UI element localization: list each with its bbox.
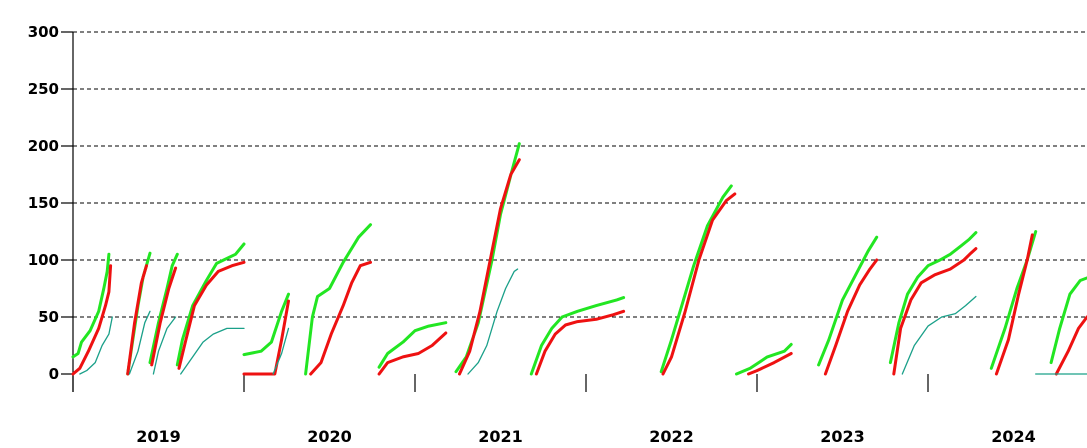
x-tick-label: 2023: [820, 427, 865, 446]
series-line-red: [994, 233, 1034, 376]
x-tick-label: 2020: [307, 427, 352, 446]
x-tick-label: 2024: [991, 427, 1036, 446]
y-tick-label: 0: [49, 365, 59, 383]
series-line-red: [71, 264, 113, 376]
series-line-green: [377, 321, 448, 369]
x-tick-label: 2021: [478, 427, 523, 446]
series-line-red: [823, 258, 879, 376]
series-line-red: [377, 331, 448, 376]
series-line-red: [747, 352, 793, 376]
x-tick-label: 2019: [136, 427, 181, 446]
grid-lines: [73, 31, 1087, 318]
y-tick-label: 200: [28, 137, 59, 155]
series-line-red: [150, 266, 178, 367]
series-line-green: [735, 342, 793, 376]
series-line-teal: [272, 327, 290, 375]
series-line-green: [304, 223, 372, 376]
series-line-teal: [901, 295, 977, 375]
y-tick-label: 300: [28, 23, 59, 41]
series-line-red: [661, 192, 737, 376]
series-line-teal: [152, 316, 177, 375]
series-line-green: [148, 252, 179, 365]
x-axis-ticks: 2019 2020 2021 2022 2023 2024: [72, 374, 1036, 446]
y-tick-label: 250: [28, 80, 59, 98]
series-line-red: [309, 260, 372, 376]
series-line-red: [1054, 315, 1087, 376]
series-line-green: [71, 252, 111, 359]
series-lines: [71, 142, 1087, 376]
series-line-green: [242, 292, 290, 357]
series-line-teal: [180, 327, 245, 375]
series-line-red: [458, 158, 521, 376]
series-line-green: [175, 242, 246, 367]
y-tick-label: 150: [28, 194, 59, 212]
series-line-red: [242, 299, 290, 376]
series-line-green: [1049, 276, 1087, 365]
y-tick-label: 50: [38, 308, 59, 326]
series-line-red: [534, 309, 626, 376]
y-axis-ticks: 0 50 100 150 200 250 300: [28, 23, 73, 383]
series-line-green: [529, 296, 626, 376]
series-line-green: [817, 235, 879, 367]
x-tick-label: 2022: [649, 427, 694, 446]
series-line-red: [892, 247, 978, 376]
series-line-red: [126, 264, 148, 376]
series-line-teal: [128, 310, 151, 375]
y-tick-label: 100: [28, 251, 59, 269]
series-line-teal: [79, 316, 113, 375]
series-line-green: [888, 231, 978, 365]
series-line-green: [659, 184, 733, 374]
series-line-red: [177, 260, 246, 370]
series-line-teal: [467, 268, 519, 375]
